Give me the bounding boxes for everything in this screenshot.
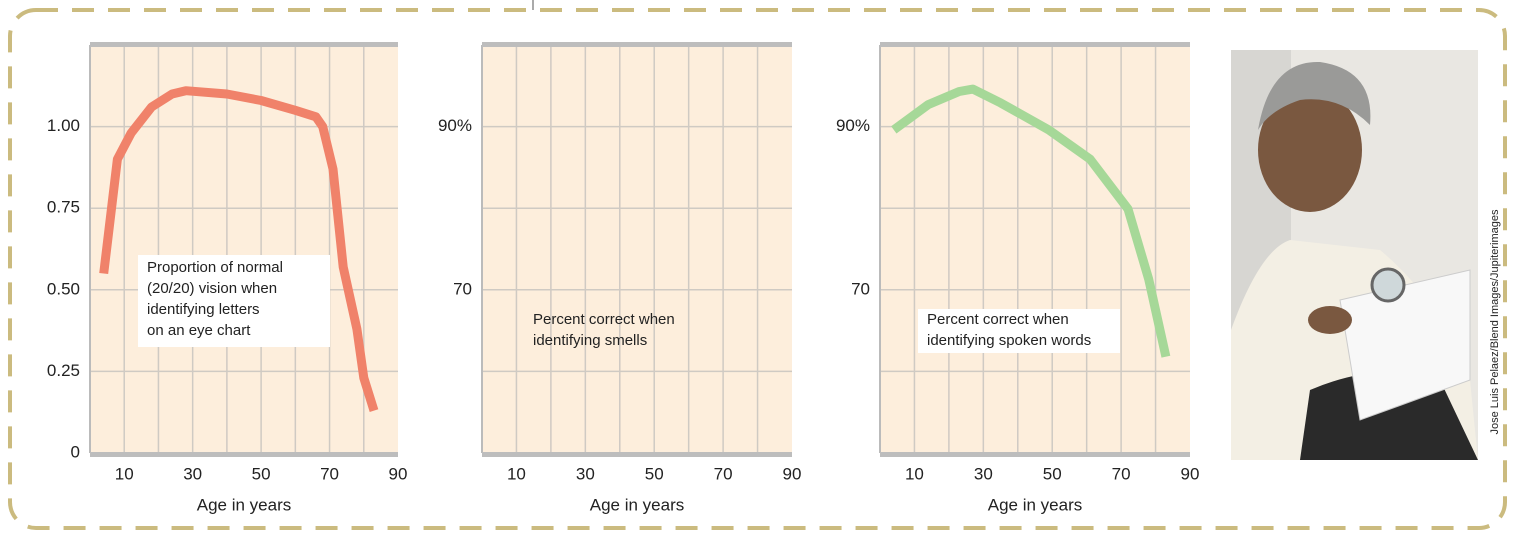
y-tick-label: 70 [851,279,870,298]
y-tick-label: 90% [836,116,870,135]
top-bar [880,42,1190,47]
y-tick-label: 90% [438,116,472,135]
photo [1231,50,1478,460]
x-tick-label: 10 [507,464,526,483]
y-tick-label: 0.75 [47,198,80,217]
y-tick-label: 1.00 [47,116,80,135]
x-tick-label: 90 [783,464,802,483]
x-tick-label: 50 [1043,464,1062,483]
x-tick-label: 90 [389,464,408,483]
x-axis-label: Age in years [988,495,1083,514]
x-tick-label: 70 [1112,464,1131,483]
annotation: Proportion of normal [147,259,283,276]
bottom-bar [482,452,792,457]
x-tick-label: 10 [905,464,924,483]
dashed-frame [8,8,1507,530]
x-tick-label: 10 [115,464,134,483]
annotation: on an eye chart [147,322,251,339]
y-tick-label: 0.25 [47,361,80,380]
x-axis-label: Age in years [590,495,685,514]
annotation: identifying smells [533,332,647,349]
annotation-box [138,255,330,347]
annotation: Percent correct when [927,311,1069,328]
y-tick-label: 0 [71,442,80,461]
x-axis-label: Age in years [197,495,292,514]
annotation: (20/20) vision when [147,280,277,297]
photo-credit: Jose Luis Pelaez/Blend Images/Jupiterima… [1489,209,1501,435]
top-bar [482,42,792,47]
bottom-bar [90,452,398,457]
x-tick-label: 50 [645,464,664,483]
plot-area [482,45,792,453]
x-tick-label: 30 [183,464,202,483]
top-bar [90,42,398,47]
data-line [891,84,1171,358]
x-tick-label: 50 [252,464,271,483]
x-tick-label: 70 [714,464,733,483]
annotation-box [918,309,1120,353]
x-tick-label: 90 [1181,464,1200,483]
y-tick-label: 0.50 [47,279,80,298]
data-line [99,86,379,412]
bottom-bar [880,452,1190,457]
annotation: Percent correct when [533,311,675,328]
x-tick-label: 30 [974,464,993,483]
x-tick-label: 30 [576,464,595,483]
plot-area [90,45,398,453]
y-tick-label: 70 [453,279,472,298]
annotation: identifying letters [147,301,260,318]
annotation: identifying spoken words [927,332,1091,349]
x-tick-label: 70 [320,464,339,483]
